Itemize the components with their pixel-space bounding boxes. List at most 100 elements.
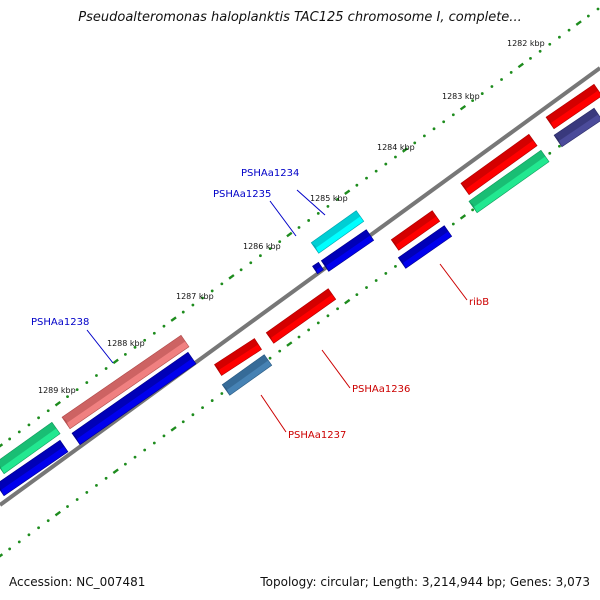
gene-bar-cap xyxy=(0,487,4,496)
tick-dot xyxy=(355,293,359,297)
tick-dot xyxy=(529,56,532,60)
tick-dot xyxy=(471,99,475,103)
gene-bar-cap xyxy=(554,135,562,147)
gene-label[interactable]: PSHAa1237 xyxy=(288,430,346,441)
gene-PSHAa1237[interactable] xyxy=(221,354,273,396)
tick-mark xyxy=(575,20,582,26)
tick-dot xyxy=(201,406,204,410)
gene-ribB-red[interactable] xyxy=(390,210,441,251)
tick-dot xyxy=(316,321,320,325)
map-title: Pseudoalteromonas haloplanktis TAC125 ch… xyxy=(78,10,522,25)
gene-bar-shade xyxy=(0,422,57,469)
tick-dot xyxy=(143,338,147,342)
gene-PSHAa1236[interactable] xyxy=(265,288,337,344)
tick-dot xyxy=(558,144,561,148)
gene-label[interactable]: PSHAa1234 xyxy=(241,168,299,179)
tick-dot xyxy=(95,483,98,487)
tick-dot xyxy=(374,279,378,282)
tick-dot xyxy=(326,314,330,318)
gene-bar-cap xyxy=(321,260,329,272)
tick-dot xyxy=(500,78,503,81)
tick-dot xyxy=(596,7,600,11)
tick-dot xyxy=(95,374,98,377)
tick-dot xyxy=(66,505,69,508)
tick-dot xyxy=(451,113,455,117)
gene-label[interactable]: PSHAa1235 xyxy=(213,189,271,200)
gene-bar-shade xyxy=(391,210,437,246)
tick-dot xyxy=(220,282,224,286)
tick-dot xyxy=(316,212,320,215)
tick-dot xyxy=(297,335,301,339)
gene-labels[interactable]: PSHAa1234 PSHAa1235 PSHAa1238 ribB PSHAa1236… xyxy=(31,168,489,441)
gene-red-top-right[interactable] xyxy=(545,83,600,130)
gene-label[interactable]: PSHAa1236 xyxy=(352,384,410,395)
tick-dot xyxy=(451,222,455,226)
gene-bar-cap xyxy=(398,257,406,269)
tick-dot xyxy=(297,226,301,229)
tick-dot xyxy=(355,183,359,187)
tick-mark xyxy=(459,214,467,220)
tick-dot xyxy=(143,448,147,452)
gene-PSHAa1235[interactable] xyxy=(320,229,375,272)
tick-dot xyxy=(46,409,50,413)
tick-dot xyxy=(268,247,272,251)
tick-mark xyxy=(459,104,467,111)
gene-label[interactable]: ribB xyxy=(469,297,489,308)
tick-dot xyxy=(278,349,282,353)
gene-bar-shade xyxy=(398,225,449,264)
gene-label[interactable]: PSHAa1238 xyxy=(31,317,89,328)
gene-green-left[interactable] xyxy=(0,421,61,475)
tick-dot xyxy=(365,286,368,289)
gene-bar-shade xyxy=(311,210,361,249)
tick-dot xyxy=(326,204,330,208)
tick-dot xyxy=(307,219,311,222)
gene-blue-long[interactable] xyxy=(71,351,197,446)
leader-line xyxy=(260,394,287,433)
gene-bar-shade xyxy=(0,440,65,491)
kbp-marker-label: 1282 kbp xyxy=(507,39,545,48)
tick-dot xyxy=(567,28,571,32)
tick-mark xyxy=(344,298,351,305)
gene-bar-shade xyxy=(222,354,269,391)
leader-line xyxy=(321,349,351,389)
gene-bar-shade xyxy=(266,288,333,339)
gene-blue-left[interactable] xyxy=(0,439,69,497)
gene-PSHAa1238[interactable] xyxy=(61,334,190,430)
gene-PSHAa1234[interactable] xyxy=(310,210,365,254)
tick-dots xyxy=(0,7,600,558)
tick-mark xyxy=(344,189,351,195)
tick-dot xyxy=(37,416,40,420)
kbp-marker-label: 1287 kbp xyxy=(176,292,214,301)
tick-mark xyxy=(112,468,119,474)
tick-mark xyxy=(54,400,62,407)
tick-dot xyxy=(85,381,89,384)
tick-dot xyxy=(509,71,513,74)
tick-dot xyxy=(374,169,378,173)
kbp-marker-label: 1285 kbp xyxy=(310,194,348,203)
label-leaders xyxy=(86,189,468,433)
tick-mark xyxy=(170,426,177,432)
tick-dot xyxy=(490,85,494,88)
tick-dot xyxy=(133,455,137,459)
gene-track[interactable] xyxy=(0,83,600,497)
gene-bar-shade xyxy=(554,108,599,142)
gene-bar-cap xyxy=(546,117,554,129)
tick-dot xyxy=(181,310,185,314)
tick-dot xyxy=(17,540,21,544)
gene-bar-cap xyxy=(62,417,70,429)
gene-PSHAa1235-tip[interactable] xyxy=(312,261,324,275)
tick-dot xyxy=(17,430,21,434)
gene-small-red[interactable] xyxy=(214,338,262,376)
gene-slate-top-right[interactable] xyxy=(553,107,600,148)
gene-ribB-blue[interactable] xyxy=(397,225,453,269)
gene-green-long[interactable] xyxy=(468,149,550,214)
leader-line xyxy=(296,189,326,216)
tick-mark xyxy=(0,443,4,448)
gene-bar-shade xyxy=(71,352,193,440)
tick-dot xyxy=(162,324,166,328)
gene-bar-cap xyxy=(222,384,230,396)
tick-dot xyxy=(152,331,156,335)
tick-dot xyxy=(27,533,31,537)
gene-red-long[interactable] xyxy=(460,133,538,196)
